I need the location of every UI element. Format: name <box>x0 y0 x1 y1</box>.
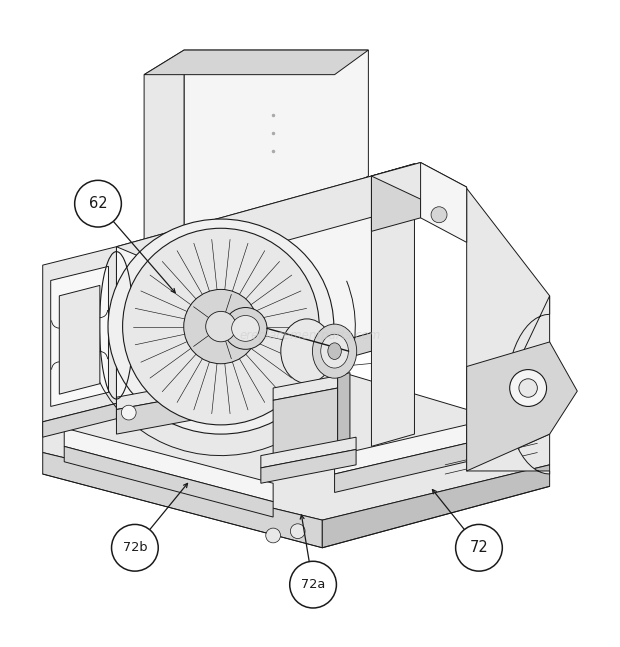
Polygon shape <box>117 394 200 434</box>
Circle shape <box>74 181 122 227</box>
Polygon shape <box>43 452 322 548</box>
Polygon shape <box>371 162 420 232</box>
Polygon shape <box>371 164 467 201</box>
Text: 62: 62 <box>89 196 107 211</box>
Polygon shape <box>467 342 577 471</box>
Text: ereplacementparts.com: ereplacementparts.com <box>239 329 381 342</box>
Polygon shape <box>273 388 338 468</box>
Polygon shape <box>144 50 184 302</box>
Circle shape <box>456 525 502 571</box>
Polygon shape <box>64 428 273 501</box>
Polygon shape <box>420 162 467 243</box>
Ellipse shape <box>108 219 334 434</box>
Polygon shape <box>117 382 200 410</box>
Polygon shape <box>184 50 368 278</box>
Polygon shape <box>117 176 371 403</box>
Circle shape <box>290 524 305 538</box>
Circle shape <box>510 369 547 406</box>
Polygon shape <box>338 373 350 443</box>
Polygon shape <box>144 50 368 74</box>
Polygon shape <box>467 188 550 471</box>
Polygon shape <box>51 267 108 406</box>
Circle shape <box>184 289 258 364</box>
Polygon shape <box>467 296 550 474</box>
Polygon shape <box>371 164 414 446</box>
Polygon shape <box>261 437 356 468</box>
Ellipse shape <box>312 324 356 378</box>
Polygon shape <box>273 376 338 400</box>
Circle shape <box>519 378 538 397</box>
Ellipse shape <box>224 307 267 349</box>
Polygon shape <box>60 285 100 394</box>
Ellipse shape <box>328 343 342 360</box>
Polygon shape <box>261 450 356 483</box>
Polygon shape <box>322 465 550 548</box>
Polygon shape <box>117 176 420 271</box>
Polygon shape <box>335 413 519 474</box>
Ellipse shape <box>281 319 333 384</box>
Ellipse shape <box>232 316 259 342</box>
Ellipse shape <box>123 228 319 425</box>
Circle shape <box>122 405 136 420</box>
Polygon shape <box>371 162 467 201</box>
Polygon shape <box>335 431 519 492</box>
Circle shape <box>206 311 236 342</box>
Text: 72a: 72a <box>301 578 326 591</box>
Circle shape <box>431 207 447 223</box>
Text: 72: 72 <box>469 540 489 555</box>
Polygon shape <box>43 366 550 520</box>
Text: 72b: 72b <box>123 542 147 554</box>
Circle shape <box>112 525 158 571</box>
Ellipse shape <box>321 334 348 368</box>
Polygon shape <box>117 333 371 422</box>
Polygon shape <box>43 247 117 422</box>
Circle shape <box>266 528 280 543</box>
Polygon shape <box>64 446 273 517</box>
Polygon shape <box>43 403 117 437</box>
Circle shape <box>290 562 337 608</box>
